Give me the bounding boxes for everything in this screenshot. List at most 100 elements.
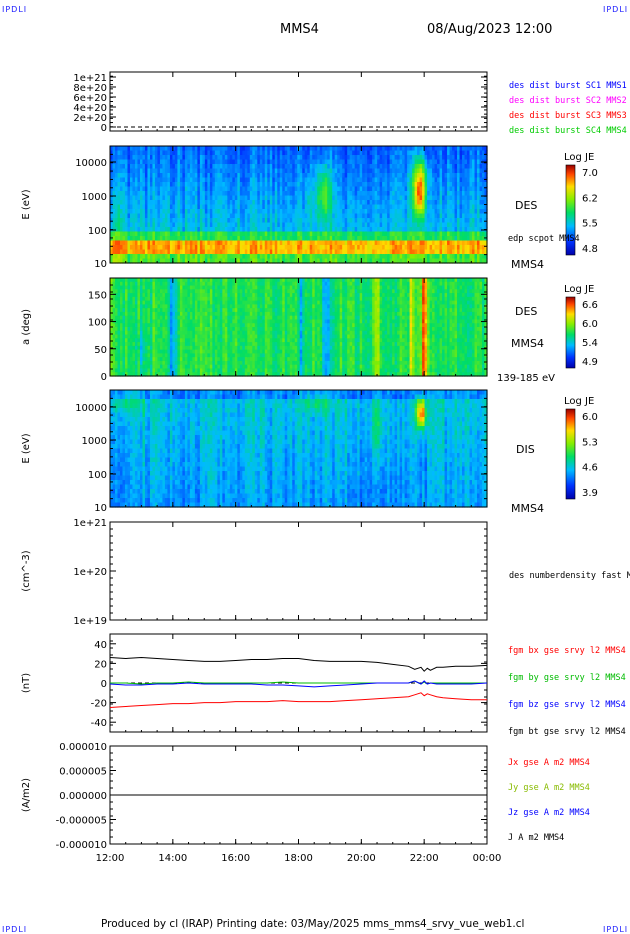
des-energy-cell xyxy=(324,200,328,206)
des-energy-cell xyxy=(327,218,331,224)
des-energy-cell xyxy=(114,146,119,152)
des-energy-cell xyxy=(219,182,223,188)
des-energy-cell xyxy=(187,245,191,251)
des-energy-cell xyxy=(232,168,236,174)
des-energy-cell xyxy=(262,227,266,233)
des-energy-cell xyxy=(244,173,248,179)
des-energy-cell xyxy=(204,209,208,215)
des-energy-cell xyxy=(212,258,216,264)
des-energy-cell xyxy=(294,150,298,156)
des-energy-cell xyxy=(119,231,124,237)
des-energy-cell xyxy=(177,146,181,152)
des-energy-cell xyxy=(322,168,326,174)
des-energy-cell xyxy=(317,222,321,228)
des-energy-cell xyxy=(269,186,273,192)
des-energy-cell xyxy=(207,164,211,170)
des-energy-cell xyxy=(162,182,166,188)
des-energy-cell xyxy=(152,168,156,174)
des-energy-cell xyxy=(164,195,169,201)
des-energy-cell xyxy=(257,227,261,233)
des-energy-cell xyxy=(167,222,171,228)
des-energy-cell xyxy=(292,222,296,228)
des-energy-cell xyxy=(262,249,266,255)
des-energy-cell xyxy=(269,249,273,255)
des-energy-cell xyxy=(162,150,166,156)
des-energy-cell xyxy=(267,168,271,174)
des-energy-cell xyxy=(159,209,164,215)
des-energy-cell xyxy=(287,209,291,215)
des-energy-cell xyxy=(189,204,193,210)
des-energy-cell xyxy=(169,195,174,201)
des-energy-cell xyxy=(122,164,126,170)
des-energy-cell xyxy=(212,222,216,228)
des-energy-cell xyxy=(289,173,293,179)
des-energy-cell xyxy=(192,146,196,152)
des-energy-cell xyxy=(187,218,191,224)
des-energy-cell xyxy=(142,182,146,188)
des-energy-cell xyxy=(307,218,311,224)
des-energy-cell xyxy=(257,191,261,197)
des-energy-cell xyxy=(287,218,291,224)
des-energy-cell xyxy=(332,236,336,242)
des-energy-cell xyxy=(129,173,134,179)
des-energy-cell xyxy=(249,227,253,233)
des-energy-cell xyxy=(207,159,211,165)
des-energy-cell xyxy=(214,213,218,219)
des-energy-cell xyxy=(177,245,181,251)
des-energy-cell xyxy=(127,245,131,251)
des-energy-cell xyxy=(112,150,116,156)
des-energy-cell xyxy=(272,177,276,183)
des-energy-cell xyxy=(289,159,293,165)
des-energy-cell xyxy=(237,146,241,152)
des-energy-cell xyxy=(279,231,283,237)
des-energy-cell xyxy=(214,240,218,246)
des-energy-cell xyxy=(182,168,186,174)
des-energy-cell xyxy=(162,240,166,246)
des-energy-cell xyxy=(327,159,331,165)
des-energy-cell xyxy=(294,213,298,219)
des-energy-cell xyxy=(194,249,198,255)
des-energy-cell xyxy=(199,218,203,224)
des-energy-cell xyxy=(242,177,246,183)
des-energy-cell xyxy=(224,186,228,192)
des-energy-cell xyxy=(232,191,236,197)
des-energy-cell xyxy=(247,236,251,242)
des-energy-cell xyxy=(137,200,141,206)
des-energy-cell xyxy=(332,222,336,228)
des-energy-cell xyxy=(332,231,336,237)
des-energy-cell xyxy=(234,258,238,264)
des-energy-cell xyxy=(297,204,301,210)
des-energy-cell xyxy=(189,150,193,156)
des-energy-cell xyxy=(179,249,184,255)
des-energy-cell xyxy=(110,195,114,201)
des-energy-cell xyxy=(224,173,228,179)
des-energy-cell xyxy=(299,227,303,233)
des-energy-cell xyxy=(327,182,331,188)
des-energy-cell xyxy=(142,155,146,161)
des-energy-cell xyxy=(312,200,316,206)
des-energy-cell xyxy=(292,191,296,197)
des-energy-cell xyxy=(202,204,206,210)
des-energy-cell xyxy=(242,245,246,251)
des-energy-cell xyxy=(117,209,121,215)
des-energy-cell xyxy=(274,150,278,156)
des-energy-cell xyxy=(204,231,208,237)
des-energy-cell xyxy=(124,191,129,197)
des-energy-cell xyxy=(322,155,326,161)
des-energy-cell xyxy=(289,254,293,260)
des-energy-cell xyxy=(244,164,248,170)
des-energy-cell xyxy=(184,150,188,156)
des-energy-cell xyxy=(122,195,126,201)
des-energy-cell xyxy=(222,200,226,206)
des-energy-cell xyxy=(262,213,266,219)
des-energy-cell xyxy=(247,155,251,161)
des-energy-cell xyxy=(232,213,236,219)
des-energy-cell xyxy=(157,150,161,156)
des-energy-cell xyxy=(202,186,206,192)
des-energy-cell xyxy=(209,204,213,210)
des-energy-cell xyxy=(269,146,273,152)
des-energy-cell xyxy=(304,159,308,165)
des-energy-cell xyxy=(244,186,248,192)
des-energy-cell xyxy=(134,195,139,201)
des-energy-cell xyxy=(114,236,119,242)
